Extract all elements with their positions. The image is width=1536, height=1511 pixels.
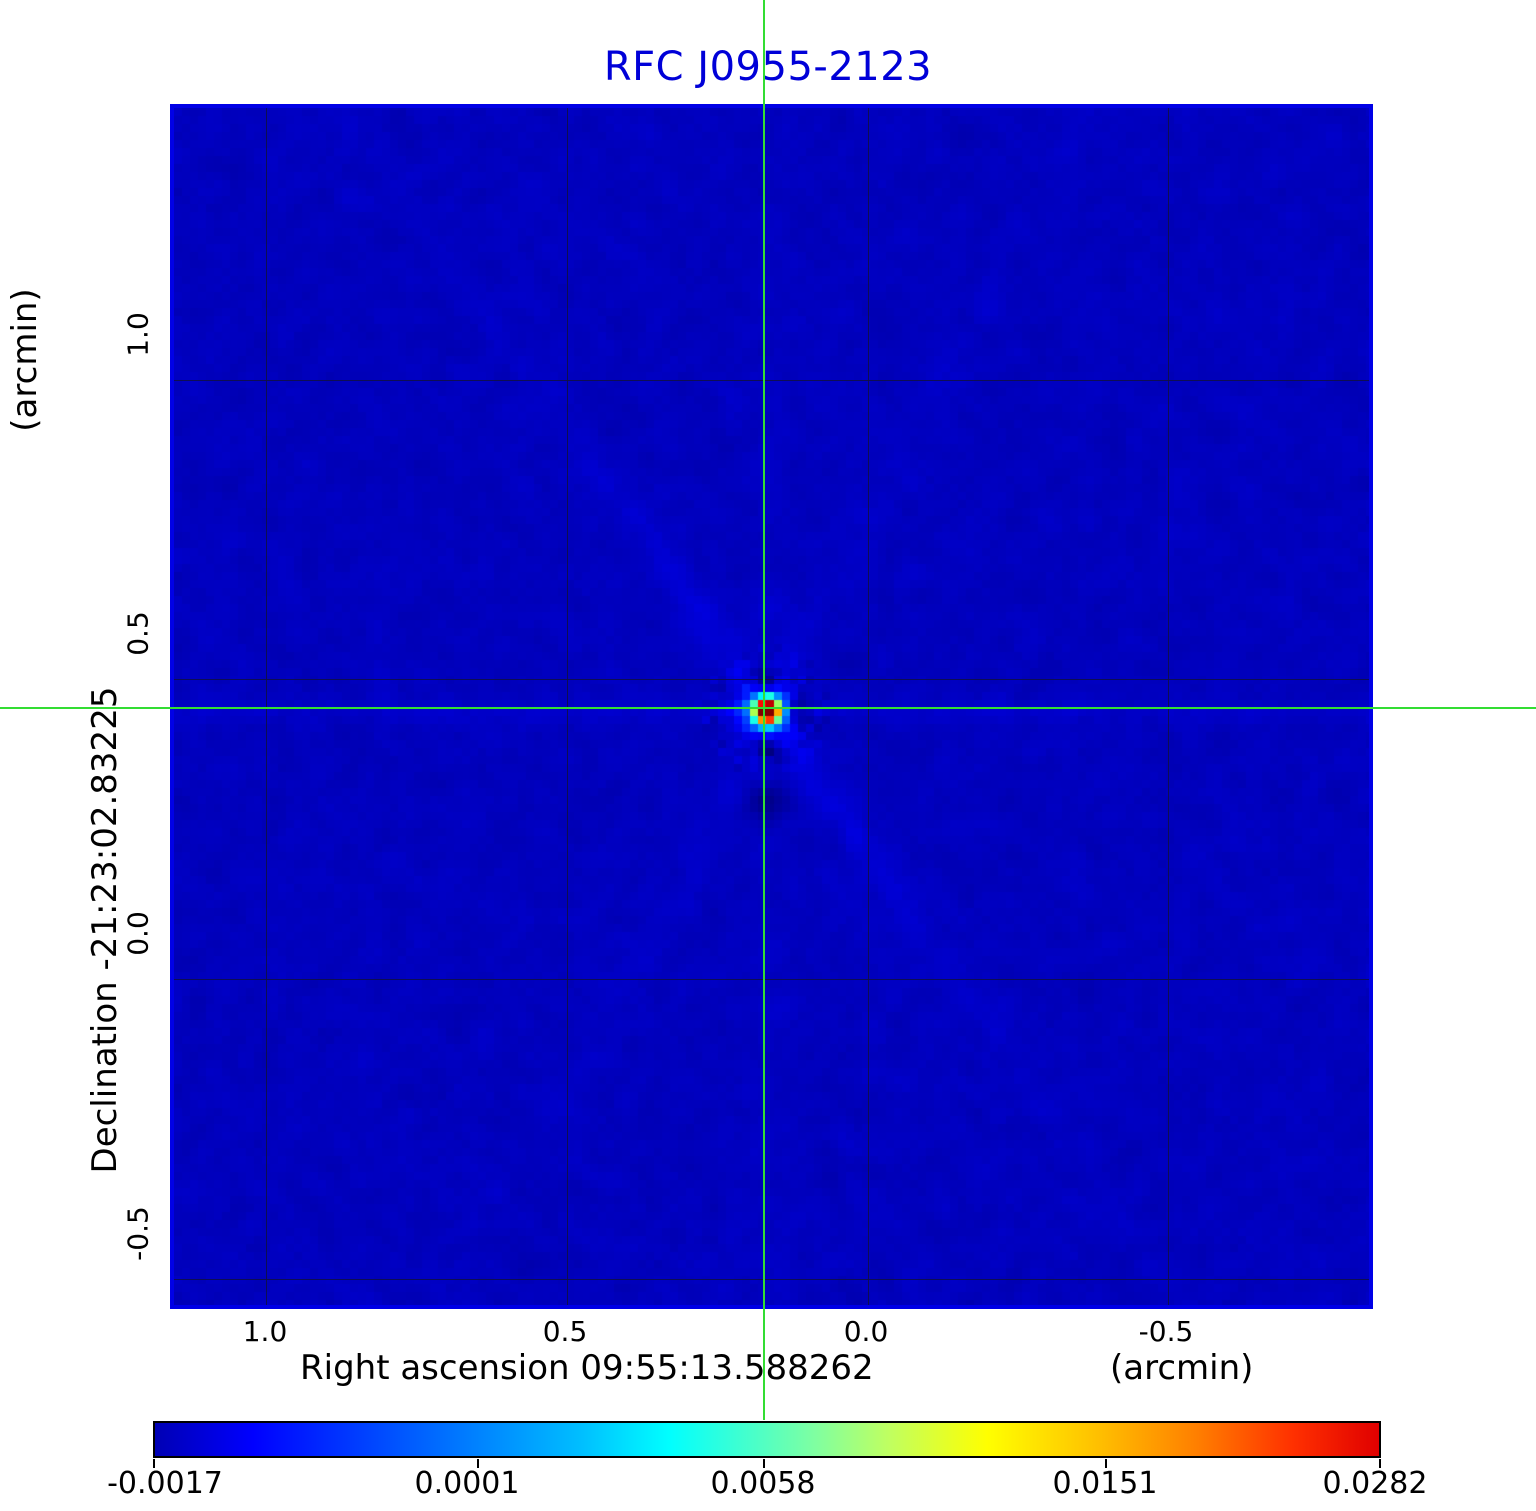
- colorbar-tick-label: -0.0017: [107, 1466, 223, 1501]
- colorbar-tick-label: 0.0282: [1322, 1466, 1428, 1501]
- colorbar[interactable]: [153, 1421, 1381, 1458]
- y-tick-label: 0.5: [121, 611, 155, 656]
- page-title: RFC J0955-2123: [603, 44, 933, 90]
- x-axis-title: Right ascension 09:55:13.588262: [300, 1348, 874, 1388]
- y-axis-title: Declination -21:23:02.83225: [85, 686, 125, 1174]
- y-tick-label: -0.5: [121, 1206, 155, 1261]
- y-tick-label: 1.0: [121, 312, 155, 357]
- colorbar-tick-label: 0.0151: [1052, 1466, 1158, 1501]
- x-tick-label: 0.0: [843, 1315, 889, 1348]
- colorbar-gradient: [153, 1421, 1381, 1458]
- radio-image-heatmap[interactable]: [174, 108, 1369, 1305]
- y-tick-label: 0.0: [121, 911, 155, 956]
- y-axis-units: (arcmin): [5, 288, 45, 432]
- image-plot-area[interactable]: [170, 104, 1373, 1309]
- colorbar-tick-label: 0.0001: [414, 1466, 520, 1501]
- x-tick-label: -0.5: [1138, 1315, 1194, 1348]
- x-tick-label: 1.0: [242, 1315, 288, 1348]
- x-tick-label: 0.5: [542, 1315, 588, 1348]
- x-axis-units: (arcmin): [1110, 1348, 1254, 1388]
- colorbar-tick-label: 0.0058: [710, 1466, 816, 1501]
